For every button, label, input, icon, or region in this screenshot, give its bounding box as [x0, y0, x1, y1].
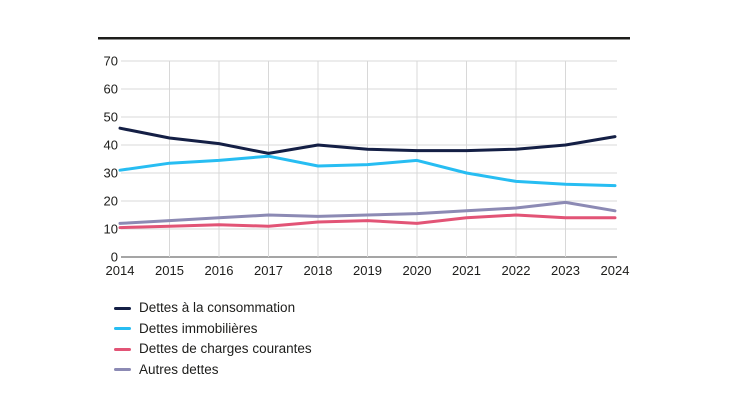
series-line-dettes-de-charges-courantes: [118, 213, 617, 230]
legend-item-autres-dettes: Autres dettes: [114, 360, 312, 381]
series-line-autres-dettes: [118, 200, 617, 225]
y-tick-label: 70: [104, 54, 118, 69]
legend-item-dettes-consommation: Dettes à la consommation: [114, 298, 312, 319]
y-tick-label: 50: [104, 110, 118, 125]
x-tick-label: 2022: [502, 263, 531, 278]
legend-label: Dettes de charges courantes: [139, 341, 312, 356]
y-tick-label: 40: [104, 138, 118, 153]
legend-label: Dettes à la consommation: [139, 300, 296, 315]
series-line-dettes-la-consommation: [118, 126, 617, 155]
x-tick-label: 2015: [155, 263, 184, 278]
x-tick-label: 2018: [304, 263, 333, 278]
top-rule: [98, 37, 630, 40]
x-tick-label: 2014: [106, 263, 135, 278]
y-tick-label: 0: [111, 250, 118, 265]
y-tick-label: 30: [104, 166, 118, 181]
line-chart: 0 10 20 30 40 50 60 70 2014 2015 2016 2017 2018 2019 2…: [98, 37, 630, 278]
x-tick-label: 2021: [452, 263, 481, 278]
legend-swatch-dettes-consommation: [114, 306, 131, 310]
legend-label: Autres dettes: [139, 361, 219, 377]
x-tick-label: 2023: [551, 263, 580, 278]
x-tick-label: 2020: [403, 263, 432, 278]
y-tick-label: 20: [104, 194, 118, 209]
x-tick-label: 2024: [601, 263, 630, 278]
legend-label: Dettes immobilières: [139, 320, 258, 336]
legend-swatch-dettes-charges-courantes: [114, 347, 131, 351]
x-tick-label: 2017: [254, 263, 283, 278]
legend-swatch-autres-dettes: [114, 368, 131, 372]
y-tick-label: 60: [104, 82, 118, 97]
legend-item-dettes-immobilieres: Dettes immobilières: [114, 319, 312, 340]
legend-swatch-dettes-immobilieres: [114, 327, 131, 331]
x-tick-label: 2019: [353, 263, 382, 278]
chart-legend: Dettes à la consommation Dettes immobili…: [114, 298, 312, 380]
x-tick-label: 2016: [205, 263, 234, 278]
legend-item-dettes-charges-courantes: Dettes de charges courantes: [114, 339, 312, 360]
y-tick-label: 10: [104, 222, 118, 237]
series-line-dettes-immobili-res: [118, 154, 617, 188]
